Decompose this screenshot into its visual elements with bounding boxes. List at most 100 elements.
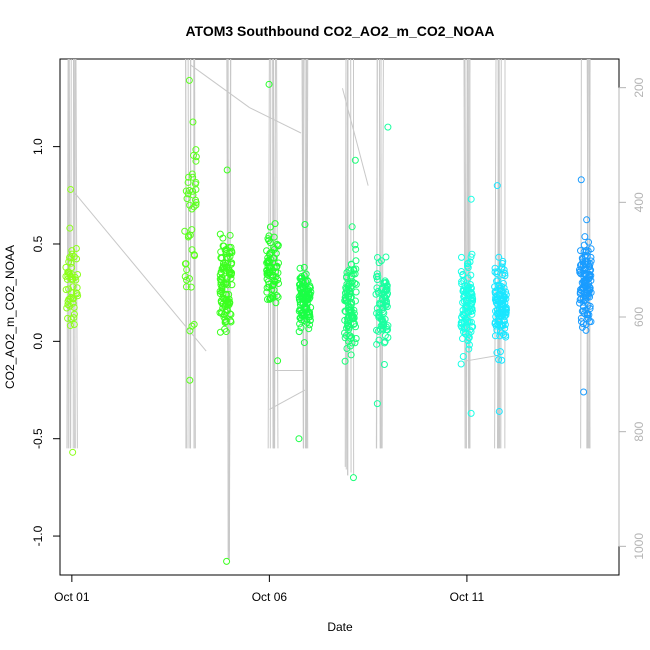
data-point <box>581 276 589 284</box>
data-point <box>502 308 510 316</box>
data-point <box>381 293 389 301</box>
data-point <box>587 266 595 274</box>
profile-segment <box>190 64 250 109</box>
right-tick-label: 1000 <box>632 533 646 560</box>
data-point <box>70 304 78 312</box>
data-point <box>342 332 350 340</box>
data-point <box>64 314 72 322</box>
data-point <box>491 268 499 276</box>
profile-line <box>378 58 381 449</box>
data-point <box>270 233 278 241</box>
data-point <box>296 264 304 272</box>
data-point <box>189 173 197 181</box>
data-point <box>580 289 588 297</box>
data-point <box>270 286 278 294</box>
data-point <box>457 360 465 368</box>
data-point <box>345 325 353 333</box>
data-point <box>498 265 506 273</box>
data-point <box>373 270 381 278</box>
data-point <box>577 286 585 294</box>
data-point <box>465 345 473 353</box>
data-point <box>577 261 585 269</box>
data-point <box>226 231 234 239</box>
data-point <box>70 310 78 318</box>
data-point <box>227 271 235 279</box>
data-point <box>267 256 275 264</box>
data-point <box>300 339 308 347</box>
data-point <box>64 297 72 305</box>
data-point <box>379 304 387 312</box>
y-tick-label: 1.0 <box>31 138 45 155</box>
profile-line <box>306 58 309 449</box>
data-point <box>581 233 589 241</box>
profile-line <box>66 58 69 449</box>
data-point <box>192 146 200 154</box>
data-point <box>266 239 274 247</box>
data-point <box>585 275 593 283</box>
data-point <box>380 360 388 368</box>
data-point <box>347 261 355 269</box>
data-point <box>62 263 70 271</box>
data-point <box>189 151 197 159</box>
profile-line <box>301 58 304 449</box>
data-point <box>579 302 587 310</box>
x-tick-label: Oct 06 <box>252 590 288 604</box>
data-point <box>384 123 392 131</box>
data-point <box>496 285 504 293</box>
profile-line <box>496 58 500 449</box>
data-point <box>497 312 505 320</box>
data-point <box>62 272 70 280</box>
data-point <box>351 156 359 164</box>
data-point <box>495 407 503 415</box>
data-point <box>273 292 281 300</box>
data-point <box>491 332 499 340</box>
data-point <box>343 274 351 282</box>
data-point <box>464 274 472 282</box>
data-point <box>501 272 509 280</box>
data-point <box>301 221 309 229</box>
data-point <box>228 247 236 255</box>
x-tick-label: Oct 11 <box>450 590 485 604</box>
data-point <box>373 309 381 317</box>
data-point <box>222 317 230 325</box>
data-point <box>189 187 197 195</box>
y-tick-label: -1.0 <box>31 525 45 546</box>
y-axis-label: CO2_AO2_m_CO2_NOAA <box>3 245 17 389</box>
data-point <box>221 315 229 323</box>
data-point <box>305 311 313 319</box>
data-point <box>189 191 197 199</box>
data-point <box>586 305 594 313</box>
y-tick-label: 0.0 <box>31 333 45 350</box>
data-points <box>62 76 595 565</box>
data-point <box>67 185 75 193</box>
data-point <box>295 435 303 443</box>
data-point <box>495 253 503 261</box>
data-point <box>346 332 354 340</box>
data-point <box>582 296 590 304</box>
data-point <box>296 284 304 292</box>
data-point <box>69 448 77 456</box>
data-point <box>307 288 315 296</box>
data-point <box>584 314 592 322</box>
data-point <box>224 297 232 305</box>
data-point <box>494 277 502 285</box>
data-point <box>384 334 392 342</box>
data-point <box>306 321 314 329</box>
data-point <box>459 353 467 361</box>
data-point <box>185 76 193 84</box>
data-point <box>577 314 585 322</box>
data-point <box>342 297 350 305</box>
data-point <box>182 283 190 291</box>
data-point <box>299 285 307 293</box>
data-point <box>459 270 467 278</box>
data-point <box>587 253 595 261</box>
profile-line <box>494 58 497 449</box>
data-point <box>578 323 586 331</box>
data-point <box>266 223 274 231</box>
data-point <box>373 400 381 408</box>
data-point <box>349 474 357 482</box>
data-point <box>378 315 386 323</box>
data-point <box>217 268 225 276</box>
data-point <box>469 297 477 305</box>
data-point <box>68 247 76 255</box>
